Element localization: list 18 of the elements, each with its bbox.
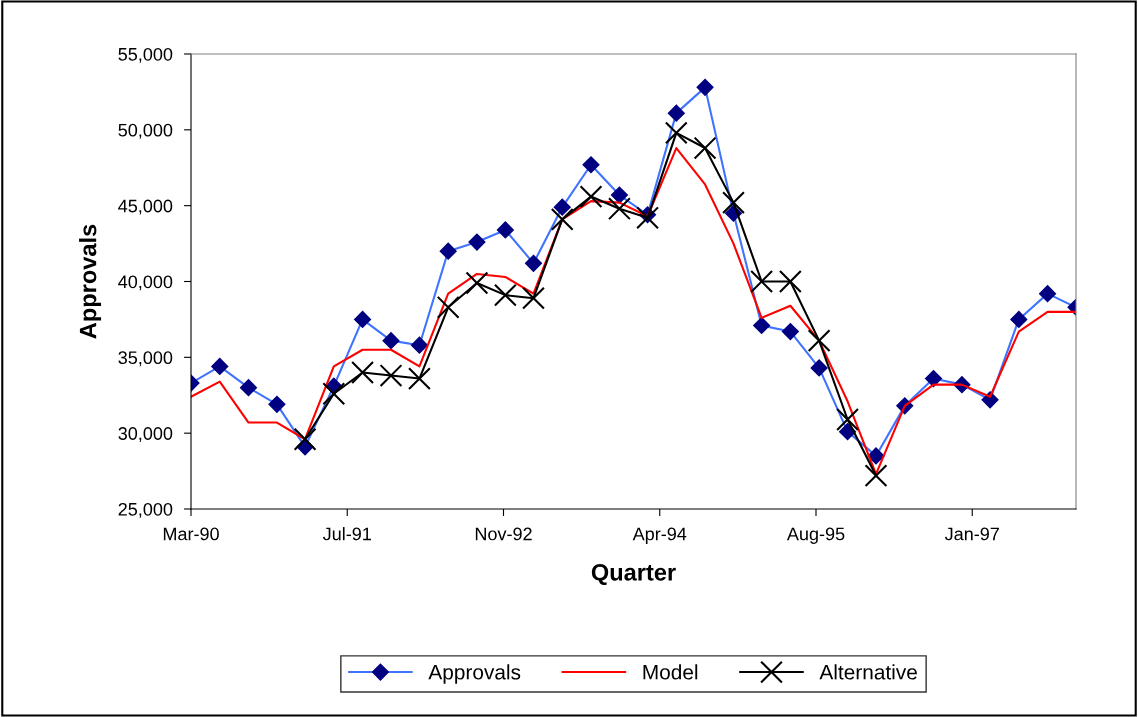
y-tick-label: 40,000 bbox=[118, 275, 173, 291]
x-tick-label: Jan-97 bbox=[944, 527, 999, 541]
x-tick-label: Nov-92 bbox=[475, 527, 532, 541]
y-axis-title: Approvals bbox=[79, 224, 102, 339]
x-tick-label: Apr-94 bbox=[632, 527, 687, 544]
y-tick-label: 50,000 bbox=[118, 123, 173, 139]
y-tick-label: 55,000 bbox=[118, 47, 173, 63]
x-axis-title: Quarter bbox=[591, 563, 676, 586]
y-tick-label: 25,000 bbox=[118, 502, 173, 518]
legend-label: Model bbox=[643, 664, 698, 680]
x-tick-label: Mar-90 bbox=[163, 527, 219, 541]
y-tick-label: 45,000 bbox=[118, 199, 173, 215]
y-tick-label: 30,000 bbox=[118, 427, 173, 443]
legend-label: Approvals bbox=[428, 664, 521, 684]
y-tick-label: 35,000 bbox=[118, 351, 173, 367]
x-tick-label: Jul-91 bbox=[322, 527, 371, 541]
x-tick-label: Aug-95 bbox=[786, 527, 845, 544]
legend-label: Alternative bbox=[819, 664, 917, 680]
